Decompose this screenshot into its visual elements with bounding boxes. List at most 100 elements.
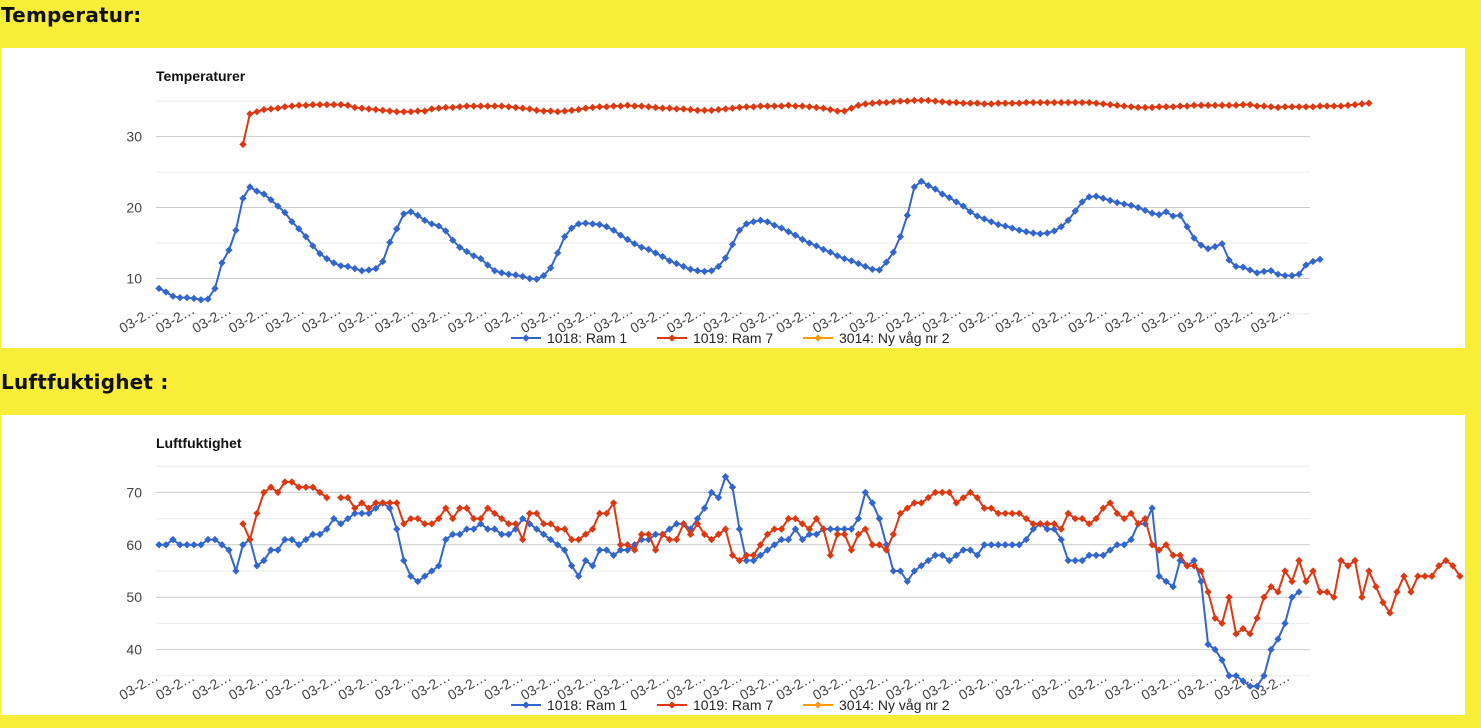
temperature-data-point (1141, 206, 1149, 215)
humidity-data-point (861, 488, 870, 497)
humidity-data-point (903, 577, 912, 586)
temperature-data-point (1008, 99, 1016, 107)
humidity-data-point (945, 556, 953, 565)
temperature-data-point (861, 262, 870, 271)
temperature-data-point (777, 224, 786, 232)
temperature-data-point (679, 105, 688, 113)
temperature-data-point (637, 243, 646, 251)
temperature-data-point (1316, 255, 1324, 264)
temperature-data-point (903, 211, 912, 220)
humidity-x-tick-label: 03-2… (116, 668, 160, 703)
humidity-legend-item-1[interactable]: 1018: Ram 1 (511, 697, 627, 713)
humidity-x-tick-label: 03-2… (627, 668, 671, 703)
humidity-series-line (242, 480, 328, 541)
temperature-data-point (945, 98, 953, 107)
humidity-data-point (183, 541, 191, 549)
temperature-data-point (875, 98, 884, 107)
humidity-x-tick-label: 03-2… (335, 668, 379, 703)
temperature-data-point (400, 210, 408, 218)
temperature-x-tick-label: 03-2… (445, 301, 489, 336)
humidity-y-tick-label: 60 (126, 537, 142, 553)
temperature-data-point (1302, 103, 1310, 111)
temperature-data-point (875, 266, 884, 274)
temperature-data-point (1239, 100, 1247, 109)
temperature-y-tick-label: 20 (126, 200, 142, 216)
temperature-data-point (1106, 100, 1114, 109)
temperature-data-point (931, 97, 940, 105)
temperature-data-point (1169, 103, 1177, 111)
temperature-data-point (1036, 98, 1044, 107)
humidity-heading: Luftfuktighet : (1, 370, 169, 394)
temperature-data-point (1302, 261, 1310, 269)
humidity-data-point (924, 556, 933, 565)
temperature-legend-item-1[interactable]: 1018: Ram 1 (511, 330, 627, 346)
temperature-data-point (1036, 230, 1044, 238)
temperature-data-point (1162, 208, 1170, 216)
temperature-data-point (330, 259, 338, 267)
humidity-data-point (1162, 541, 1170, 549)
temperature-data-point (616, 102, 625, 110)
humidity-data-point (644, 530, 653, 539)
temperature-data-point (721, 105, 730, 113)
temperature-data-point (1127, 103, 1135, 111)
temperature-data-point (449, 103, 457, 112)
temperature-data-point (868, 99, 877, 107)
temperature-data-point (784, 228, 793, 236)
humidity-data-point (309, 483, 317, 491)
humidity-data-point (519, 535, 527, 544)
temperature-legend-item-3[interactable]: 3014: Ny våg nr 2 (803, 330, 950, 346)
temperature-data-point (1085, 98, 1093, 107)
temperature-data-point (917, 96, 926, 105)
temperature-data-point (1260, 267, 1268, 276)
temperature-data-point (602, 223, 611, 231)
temperature-data-point (567, 106, 576, 114)
temperature-data-point (665, 104, 674, 112)
legend-marker (668, 701, 676, 709)
temperature-data-point (665, 257, 674, 265)
temperature-data-point (491, 102, 499, 110)
temperature-data-point (1211, 242, 1219, 251)
temperature-data-point (218, 259, 226, 267)
temperature-data-point (924, 96, 933, 105)
humidity-x-tick-label: 03-2… (153, 668, 197, 703)
humidity-data-point (1120, 514, 1128, 523)
temperature-legend-item-2[interactable]: 1019: Ram 7 (657, 330, 773, 346)
legend-marker (814, 334, 822, 342)
humidity-data-point (574, 572, 583, 580)
humidity-data-point (435, 514, 443, 523)
humidity-data-point (882, 546, 891, 554)
temperature-data-point (910, 183, 919, 191)
humidity-data-point (393, 499, 401, 507)
humidity-data-point (505, 520, 513, 528)
temperature-data-point (1358, 100, 1366, 108)
temperature-data-point (1204, 245, 1212, 253)
humidity-data-point (777, 535, 786, 544)
temperature-data-point (1120, 200, 1128, 208)
humidity-data-point (1148, 504, 1156, 512)
humidity-data-point (567, 535, 576, 544)
temperature-data-point (330, 100, 338, 109)
temperature-data-point (309, 100, 317, 109)
temperature-data-point (1330, 102, 1338, 110)
temperature-data-point (435, 104, 443, 112)
temperature-x-tick-label: 03-2… (1211, 301, 1255, 336)
humidity-data-point (428, 567, 436, 575)
temperature-data-point (819, 245, 828, 254)
temperature-data-point (1260, 102, 1268, 110)
temperature-data-point (1092, 192, 1100, 200)
humidity-data-point (616, 546, 625, 554)
temperature-data-point (1281, 272, 1289, 280)
humidity-data-point (1225, 593, 1233, 601)
humidity-data-point (414, 577, 422, 586)
humidity-data-point (323, 525, 331, 533)
humidity-legend-item-3[interactable]: 3014: Ny våg nr 2 (803, 697, 950, 713)
humidity-x-tick-label: 03-2… (1175, 668, 1219, 703)
temperature-data-point (1274, 103, 1282, 112)
temperature-data-point (1218, 240, 1226, 248)
humidity-legend-item-2[interactable]: 1019: Ram 7 (657, 697, 773, 713)
temperature-data-point (749, 103, 758, 111)
temperature-data-point (658, 104, 667, 112)
temperature-data-point (1309, 103, 1317, 111)
temperature-data-point (805, 103, 814, 111)
temperature-data-point (686, 105, 695, 114)
